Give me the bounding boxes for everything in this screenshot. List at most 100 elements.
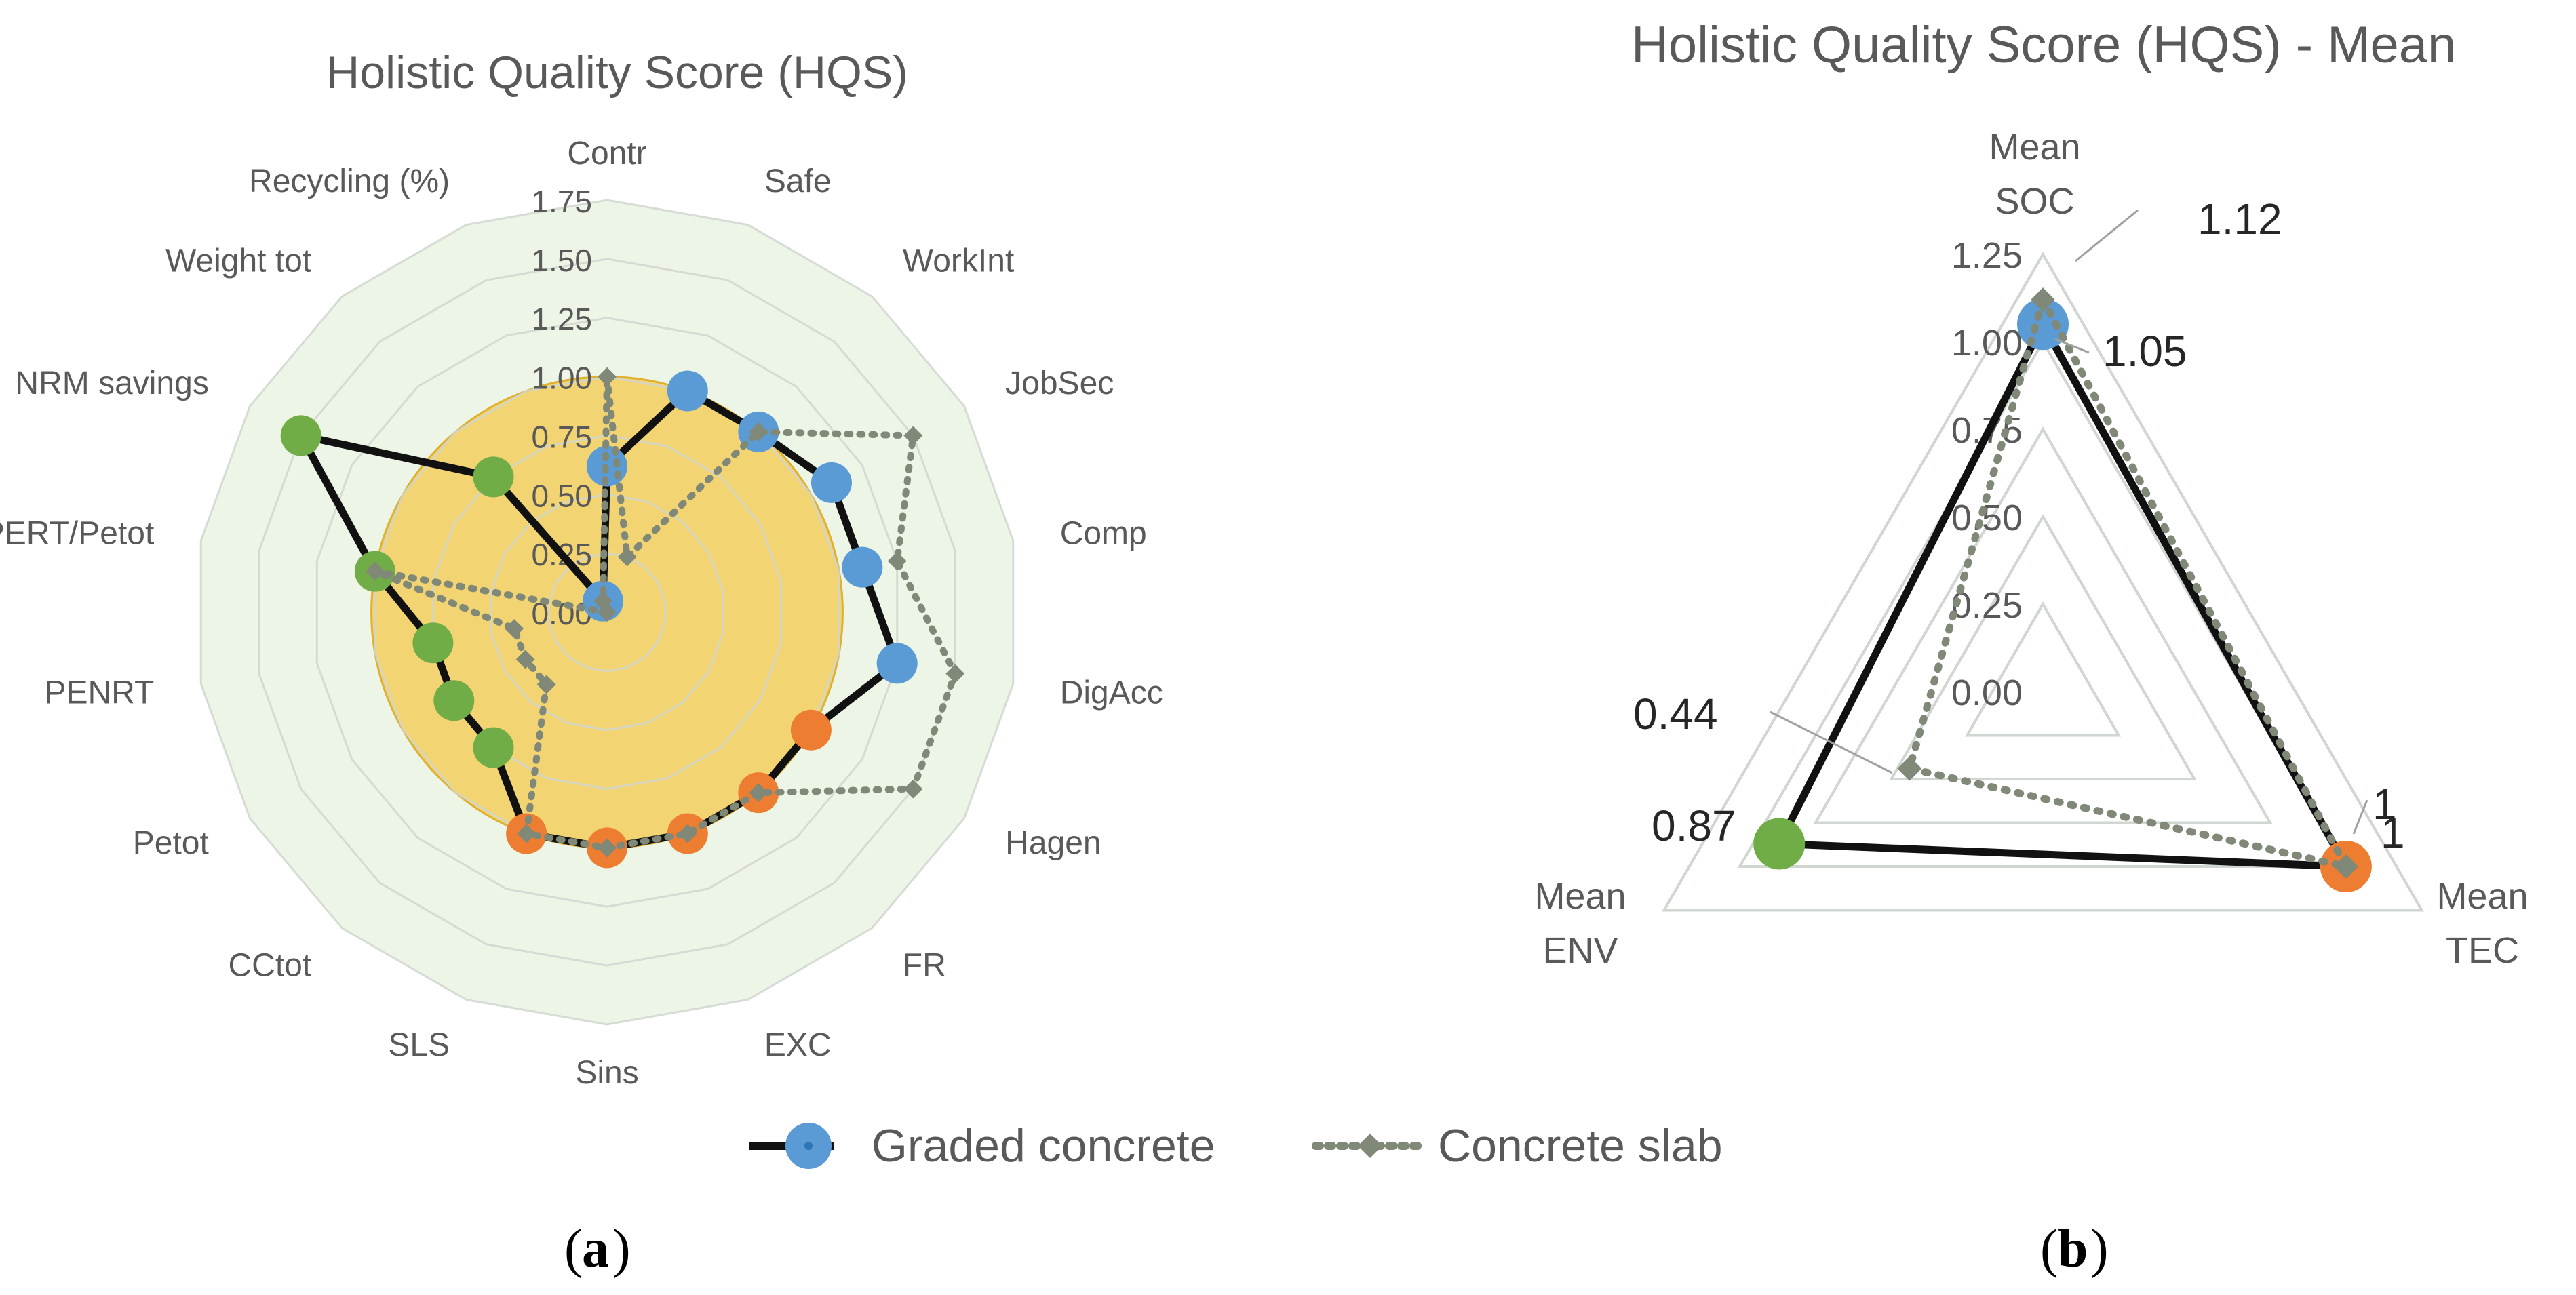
radar-grid xyxy=(1661,252,2425,912)
category-label: Recycling (%) xyxy=(249,163,450,199)
category-label-word: SOC xyxy=(1995,181,2074,222)
data-label: 0.87 xyxy=(1652,801,1736,850)
data-label: 1 xyxy=(2352,780,2397,835)
data-point xyxy=(598,838,617,858)
caption-letter: a xyxy=(582,1219,609,1279)
category-label-word: Mean xyxy=(1989,127,2080,167)
category-label: WorkInt xyxy=(903,243,1014,279)
tick-label: 1.00 xyxy=(1951,323,2023,363)
category-label-word: ENV xyxy=(1542,930,1618,971)
category-label: PENRT xyxy=(44,675,154,711)
category-label: DigAcc xyxy=(1060,675,1163,711)
grid-ring xyxy=(315,317,899,908)
tick-label: 1.50 xyxy=(531,243,592,278)
category-label-word: Mean xyxy=(2436,876,2528,917)
series-line xyxy=(1775,320,2350,871)
data-label: 1.12 xyxy=(2075,195,2282,262)
leader-line xyxy=(1770,711,1893,774)
caption-paren-close: ) xyxy=(2090,1219,2109,1279)
category-label: Weight tot xyxy=(165,243,311,279)
category-labels: Mean SOC Mean TEC Mean ENV xyxy=(1534,127,2528,971)
category-label: Safe xyxy=(764,163,832,199)
data-point xyxy=(412,622,454,664)
data-point xyxy=(842,546,883,588)
tick-label: 1.75 xyxy=(531,184,592,219)
leader-line xyxy=(2054,338,2090,354)
data-point xyxy=(903,779,923,799)
grid-ring xyxy=(1737,339,2349,868)
data-point xyxy=(667,370,708,412)
data-point xyxy=(517,824,536,843)
category-label: FR xyxy=(903,947,946,983)
data-point xyxy=(593,591,613,611)
data-label-text: 1 xyxy=(2373,780,2397,829)
grid-ring xyxy=(490,493,724,732)
series-concrete-slab xyxy=(1897,287,2358,879)
data-label-text: 0.44 xyxy=(1633,690,1718,738)
data-label-text: 1 xyxy=(2381,808,2405,857)
data-label: 1.05 xyxy=(2054,327,2187,376)
data-point xyxy=(1897,756,1922,781)
category-label-word: Mean xyxy=(1534,876,1626,917)
data-point xyxy=(515,650,535,669)
caption-letter: b xyxy=(2058,1219,2088,1279)
category-label-2: Mean TEC xyxy=(2436,876,2528,971)
legend: Graded concrete Concrete slab xyxy=(749,1120,1723,1172)
leader-line xyxy=(2075,209,2139,262)
radar-chart-hqs: Holistic Quality Score (HQS) 0.000.250.5… xyxy=(0,47,1163,1091)
grid-ring xyxy=(199,199,1015,1026)
series-line xyxy=(1905,290,2354,872)
data-point xyxy=(887,551,907,571)
data-labels: 1.12 1.05 11 0.87 0.44 xyxy=(1633,195,2405,857)
caption-paren-open: ( xyxy=(564,1219,583,1279)
caption-b: ( b ) xyxy=(2040,1219,2109,1279)
tick-label: 0.50 xyxy=(531,478,592,513)
category-label-1: Mean SOC xyxy=(1989,127,2080,222)
category-label-word: TEC xyxy=(2446,930,2519,971)
category-label: JobSec xyxy=(1005,365,1114,401)
series-concrete-slab xyxy=(365,367,965,858)
data-point xyxy=(903,426,923,445)
category-label: Hagen xyxy=(1005,825,1101,861)
data-label-text: 0.87 xyxy=(1652,801,1736,850)
data-series xyxy=(280,367,965,869)
tick-label: 1.25 xyxy=(531,302,592,337)
tick-label: 1.00 xyxy=(531,361,592,396)
category-label: Contr xyxy=(567,136,646,172)
legend-label: Concrete slab xyxy=(1438,1120,1723,1172)
data-point xyxy=(598,367,617,386)
radial-tick-labels: 0.000.250.500.751.001.25 xyxy=(1951,235,2023,713)
tick-label: 0.50 xyxy=(1951,498,2023,538)
grid-ring xyxy=(1889,514,2197,780)
data-point xyxy=(505,619,524,639)
data-point xyxy=(2333,854,2358,879)
chart-title: Holistic Quality Score (HQS) xyxy=(326,47,908,98)
data-point xyxy=(790,709,832,751)
data-point xyxy=(749,422,768,441)
category-label: Comp xyxy=(1060,515,1147,551)
data-point xyxy=(365,561,385,581)
legend-marker-center xyxy=(804,1142,813,1150)
data-point xyxy=(1753,818,1806,870)
data-point xyxy=(473,456,514,498)
data-point xyxy=(280,415,321,456)
category-label: NRM savings xyxy=(15,365,208,401)
legend-item-concrete-slab: Concrete slab xyxy=(1312,1120,1723,1172)
category-label-3: Mean ENV xyxy=(1534,876,1626,971)
tick-label: 0.75 xyxy=(531,419,592,454)
leader-line xyxy=(2352,799,2368,835)
legend-item-graded-concrete: Graded concrete xyxy=(749,1120,1215,1172)
category-label: SLS xyxy=(388,1027,450,1063)
category-label: CCtot xyxy=(228,947,311,983)
caption-paren-open: ( xyxy=(2040,1219,2058,1279)
series-line xyxy=(373,376,959,852)
grid-ring xyxy=(1813,426,2273,824)
data-point xyxy=(433,680,475,721)
grid-ring xyxy=(1964,601,2122,737)
data-label-text: 1.05 xyxy=(2103,327,2187,376)
grid-ring xyxy=(1661,252,2425,912)
data-label-text: 1.12 xyxy=(2198,195,2282,243)
caption-a: ( a ) xyxy=(564,1219,631,1279)
legend-marker xyxy=(1358,1134,1382,1158)
data-point xyxy=(749,783,768,803)
